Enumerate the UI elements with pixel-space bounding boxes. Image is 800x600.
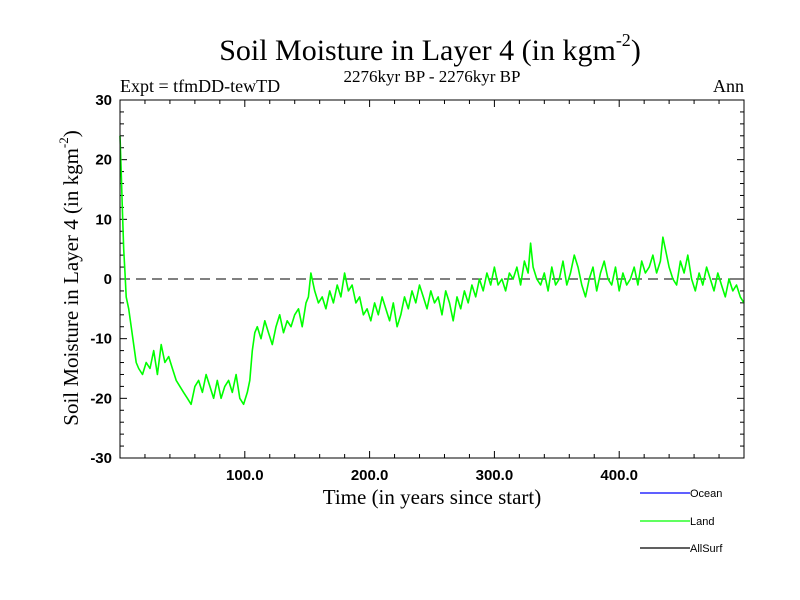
x-tick-label: 100.0 — [226, 467, 264, 484]
y-tick-label: 30 — [95, 92, 112, 109]
legend-label-land: Land — [690, 516, 714, 528]
y-tick-label: -20 — [90, 390, 112, 407]
x-tick-label: 400.0 — [600, 467, 638, 484]
y-tick-label: -30 — [90, 450, 112, 467]
y-axis-label: Soil Moisture in Layer 4 (in kgm-2) — [56, 130, 83, 425]
chart-subtitle-right: Ann — [713, 76, 744, 96]
x-axis-label: Time (in years since start) — [323, 485, 542, 509]
chart-subtitle-center: 2276kyr BP - 2276kyr BP — [344, 67, 521, 86]
x-tick-label: 200.0 — [351, 467, 389, 484]
y-tick-label: 0 — [104, 271, 112, 288]
plot-frame — [119, 99, 745, 459]
y-tick-label: 20 — [95, 152, 112, 169]
chart-subtitle-left: Expt = tfmDD-tewTD — [120, 76, 280, 96]
y-tick-label: 10 — [95, 211, 112, 228]
x-tick-label: 300.0 — [476, 467, 514, 484]
legend-label-allsurf: AllSurf — [690, 543, 723, 555]
series-line-land — [119, 135, 745, 406]
legend-label-ocean: Ocean — [690, 488, 722, 500]
series-lines — [119, 135, 745, 406]
chart-title: Soil Moisture in Layer 4 (in kgm-2) — [219, 30, 641, 67]
legend: Ocean Land AllSurf — [640, 488, 723, 555]
y-tick-label: -10 — [90, 331, 112, 348]
axis-ticks: -30 -20 -10 0 10 20 30 100.0 200.0 300.0 400.0 — [90, 92, 745, 484]
